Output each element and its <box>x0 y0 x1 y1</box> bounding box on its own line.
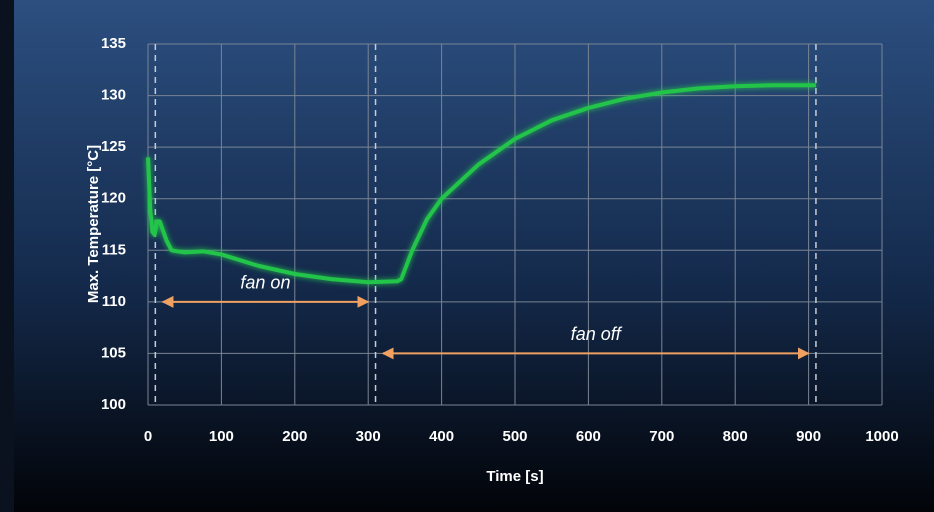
y-tick-label: 135 <box>101 35 126 52</box>
y-tick-label: 115 <box>102 241 126 258</box>
x-tick-label: 400 <box>429 428 454 445</box>
x-axis-label: Time [s] <box>486 468 543 485</box>
x-tick-label: 200 <box>282 428 307 445</box>
y-tick-label: 105 <box>101 344 126 361</box>
x-tick-label: 900 <box>796 428 821 445</box>
page: {"chart_data": {"type": "line", "x_label… <box>0 0 934 512</box>
x-tick-label: 0 <box>144 428 152 445</box>
chart: Max. Temperature [°C] Time [s] 100 105 110… <box>0 0 934 512</box>
x-tick-label: 100 <box>209 428 234 445</box>
y-tick-label: 110 <box>102 293 126 310</box>
left-strip <box>0 0 14 512</box>
annotation-text: fan off <box>571 324 623 344</box>
background <box>0 0 934 512</box>
x-tick-label: 600 <box>576 428 601 445</box>
annotation-text: fan on <box>240 273 290 293</box>
y-tick-label: 100 <box>101 396 126 413</box>
y-tick-label: 125 <box>101 138 126 155</box>
y-axis-label: Max. Temperature [°C] <box>85 145 102 303</box>
x-tick-label: 1000 <box>865 428 898 445</box>
x-tick-label: 300 <box>356 428 381 445</box>
x-tick-label: 700 <box>649 428 674 445</box>
y-tick-label: 120 <box>101 190 126 207</box>
x-tick-label: 500 <box>502 428 527 445</box>
y-tick-label: 130 <box>101 87 126 104</box>
x-tick-label: 800 <box>723 428 748 445</box>
